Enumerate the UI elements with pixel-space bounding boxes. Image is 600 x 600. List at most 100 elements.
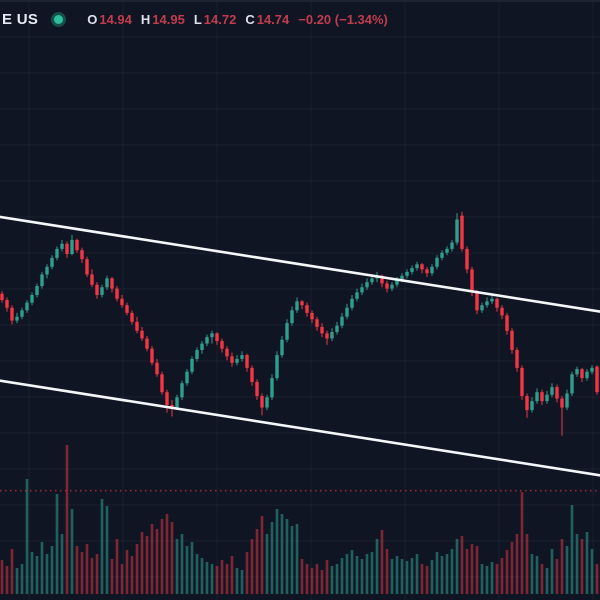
candle-body-down [220, 341, 224, 349]
candle-body-down [500, 307, 504, 316]
candle-body-down [245, 355, 249, 368]
volume-bar [130, 556, 134, 594]
volume-bar [385, 549, 389, 594]
candle-body-up [290, 310, 294, 324]
candle-body-down [85, 259, 89, 275]
volume-bar [80, 552, 84, 594]
volume-bar [125, 550, 129, 594]
candle-body-up [340, 316, 344, 326]
volume-bar [165, 514, 169, 594]
volume-bar [395, 556, 399, 594]
candle-body-up [570, 374, 574, 394]
volume-bar [335, 564, 339, 594]
volume-bar [560, 539, 564, 594]
volume-bar [530, 554, 534, 594]
volume-bar [510, 542, 514, 594]
volume-bar [100, 499, 104, 594]
volume-bar [340, 558, 344, 594]
low-value: 14.72 [203, 11, 237, 27]
candles-layer [0, 211, 599, 436]
volume-bar [370, 552, 374, 594]
candle-body-up [100, 287, 104, 295]
candle-body-down [160, 374, 164, 393]
candle-body-down [540, 392, 544, 402]
candle-body-down [470, 269, 474, 293]
candle-body-down [95, 284, 99, 295]
candle-body-down [80, 250, 84, 260]
candle-body-up [210, 333, 214, 338]
candle-body-up [35, 286, 39, 295]
volume-bar [585, 532, 589, 594]
channel-upper-trendline[interactable] [0, 215, 600, 313]
candle-body-down [460, 215, 464, 249]
candle-body-up [60, 243, 64, 249]
volume-bar [535, 556, 539, 594]
candle-body-up [440, 252, 444, 258]
volume-bar [190, 542, 194, 594]
candle-body-down [110, 278, 114, 289]
candle-body-up [390, 284, 394, 289]
volume-bar [540, 564, 544, 594]
candle-body-up [400, 275, 404, 280]
candle-body-down [155, 362, 159, 375]
volume-bar [110, 559, 114, 594]
channel-lower-trendline[interactable] [0, 379, 600, 477]
candle-body-up [30, 294, 34, 303]
candle-body-down [385, 283, 389, 289]
candle-body-up [365, 282, 369, 288]
candle-body-down [115, 288, 119, 299]
candle-body-down [5, 300, 9, 308]
candle-body-up [490, 298, 494, 302]
volume-bar [230, 556, 234, 594]
candle-body-down [560, 398, 564, 408]
candle-body-down [465, 248, 469, 270]
candle-body-up [575, 369, 579, 375]
candle-body-up [105, 278, 109, 288]
volume-bar [390, 559, 394, 594]
candle-body-down [65, 243, 69, 255]
ohlc-readout: O 14.94 H 14.95 L 14.72 C 14.74 −0.20 (−… [87, 12, 388, 27]
volume-bar [460, 536, 464, 594]
candle-body-up [185, 371, 189, 384]
candle-body-up [410, 268, 414, 272]
volume-bar [575, 534, 579, 594]
candle-body-up [550, 387, 554, 395]
candle-body-up [585, 371, 589, 379]
volume-bar [445, 554, 449, 594]
candle-body-up [350, 298, 354, 308]
candle-body-up [430, 266, 434, 274]
candle-body-up [450, 242, 454, 249]
candle-body-up [55, 248, 59, 258]
candle-body-down [0, 293, 4, 301]
volume-bar [85, 544, 89, 594]
candle-body-down [320, 326, 324, 334]
market-status-icon[interactable] [54, 14, 64, 24]
candle-body-up [240, 355, 244, 359]
volume-bar [10, 549, 14, 594]
candle-body-down [140, 330, 144, 339]
candle-body-down [310, 312, 314, 320]
candle-body-down [515, 349, 519, 368]
volume-bar [245, 552, 249, 594]
candle-body-up [190, 358, 194, 372]
candle-body-up [455, 219, 459, 243]
volume-bar [435, 552, 439, 594]
open-label: O [87, 11, 98, 27]
volume-bar [160, 519, 164, 594]
volume-bar [40, 542, 44, 594]
candle-body-down [305, 305, 309, 313]
volume-bar [520, 492, 524, 594]
candle-body-up [405, 271, 409, 276]
candle-body-down [595, 366, 599, 393]
symbol-title[interactable]: E US [2, 10, 39, 28]
candle-body-down [315, 319, 319, 327]
volume-bars-layer [0, 445, 599, 594]
volume-bar [320, 570, 324, 594]
volume-bar [365, 554, 369, 594]
volume-bar [95, 554, 99, 594]
volume-bar [440, 556, 444, 594]
volume-bar [425, 566, 429, 594]
candle-body-up [20, 310, 24, 317]
volume-bar [380, 530, 384, 594]
